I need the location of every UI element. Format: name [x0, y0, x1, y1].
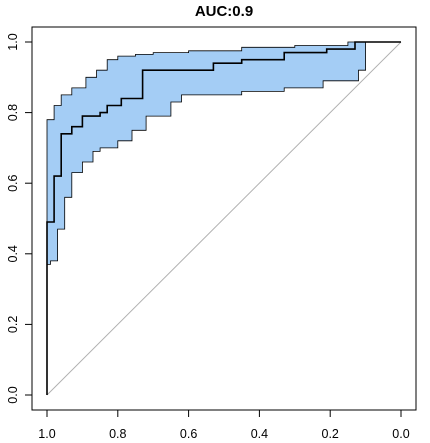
x-tick-label: 0.2 — [322, 427, 339, 441]
reference-diagonal — [46, 41, 402, 396]
y-tick-label: 0.8 — [6, 104, 20, 121]
x-tick-label: 0.6 — [180, 427, 197, 441]
plot-area — [46, 41, 402, 396]
y-tick-label: 0.0 — [6, 386, 20, 403]
x-tick-label: 0.8 — [109, 427, 126, 441]
confidence-band — [46, 41, 401, 265]
y-tick-label: 0.4 — [6, 245, 20, 262]
chart-title: AUC:0.9 — [195, 3, 253, 20]
x-tick-label: 1.0 — [38, 427, 55, 441]
roc-curve — [46, 41, 401, 395]
y-tick-label: 0.2 — [6, 316, 20, 333]
x-tick-label: 0.4 — [251, 427, 268, 441]
y-tick-label: 1.0 — [6, 33, 20, 50]
y-tick-label: 0.6 — [6, 174, 20, 191]
x-tick-label: 0.0 — [392, 427, 409, 441]
axes: 1.0 0.8 0.6 0.4 0.2 0.0 0.0 0.2 0.4 0.6 0.8 1.0 — [6, 26, 417, 441]
